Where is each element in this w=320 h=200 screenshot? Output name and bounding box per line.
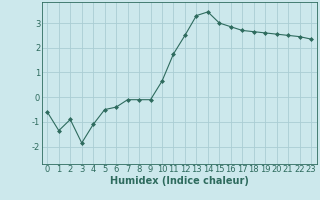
- X-axis label: Humidex (Indice chaleur): Humidex (Indice chaleur): [110, 176, 249, 186]
